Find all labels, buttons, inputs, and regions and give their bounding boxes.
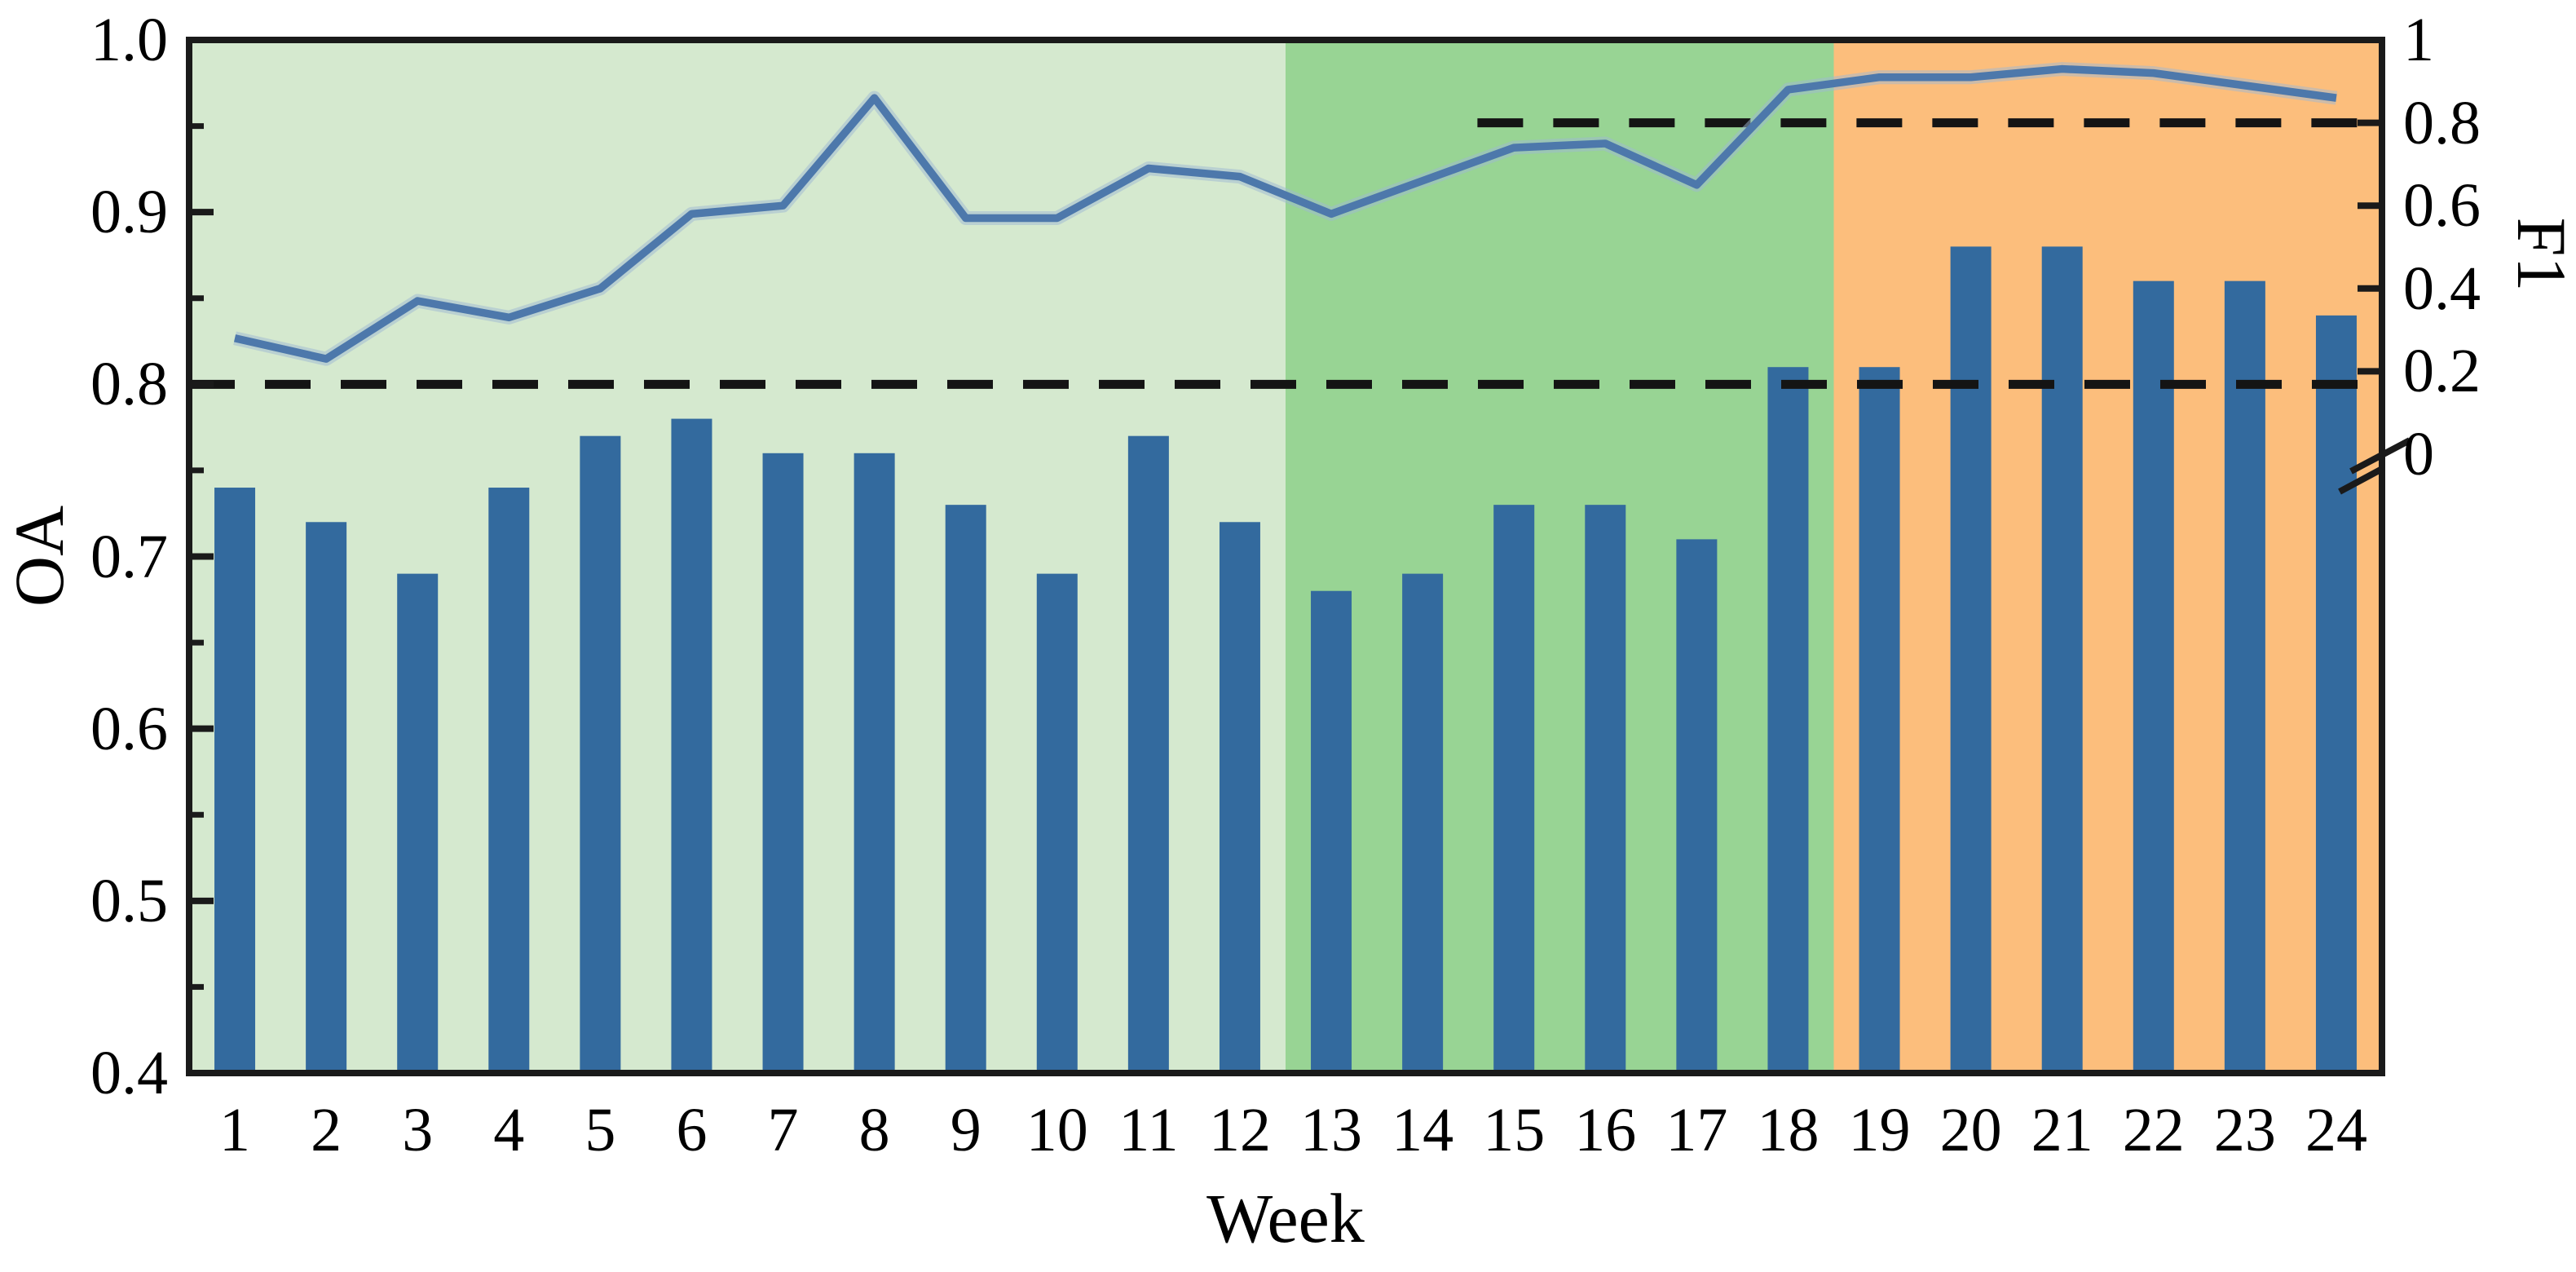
bar-week-18 — [1767, 367, 1809, 1073]
x-axis-tick-label: 14 — [1392, 1096, 1454, 1164]
right-axis-tick-label: 1 — [2403, 6, 2434, 74]
bar-week-3 — [397, 573, 439, 1073]
bar-week-21 — [2041, 246, 2083, 1073]
bar-week-4 — [488, 488, 530, 1073]
left-axis-tick-label: 1.0 — [90, 6, 168, 74]
x-axis-title: Week — [1206, 1179, 1365, 1257]
bar-week-12 — [1219, 522, 1260, 1073]
x-axis-tick-label: 21 — [2031, 1096, 2093, 1164]
bar-week-14 — [1402, 573, 1444, 1073]
bar-week-16 — [1585, 505, 1626, 1073]
right-axis-title: F1 — [2503, 217, 2576, 292]
right-axis-tick-label: 0.6 — [2403, 171, 2481, 241]
axis-break-icon — [2338, 465, 2385, 495]
x-axis-tick-label: 22 — [2122, 1096, 2185, 1164]
x-axis-tick-label: 3 — [402, 1096, 434, 1164]
x-axis-tick-label: 18 — [1757, 1096, 1820, 1164]
bar-week-23 — [2224, 280, 2265, 1074]
bar-week-11 — [1127, 435, 1169, 1073]
x-axis-tick-label: 17 — [1665, 1096, 1728, 1164]
bar-week-7 — [762, 453, 804, 1073]
x-axis-tick-label: 10 — [1026, 1096, 1088, 1164]
x-axis-tick-label: 19 — [1848, 1096, 1911, 1164]
bar-week-1 — [214, 488, 256, 1073]
bar-week-20 — [1950, 246, 1992, 1073]
left-axis-tick-label: 0.6 — [90, 694, 168, 763]
bar-week-17 — [1676, 539, 1718, 1073]
x-axis-tick-label: 4 — [493, 1096, 525, 1164]
x-axis-tick-label: 24 — [2305, 1096, 2367, 1164]
bar-week-8 — [854, 453, 895, 1073]
bar-week-24 — [2315, 315, 2357, 1073]
left-axis-tick-label: 0.5 — [90, 866, 168, 935]
right-axis-tick-label: 0 — [2403, 420, 2434, 488]
left-axis-tick-label: 0.9 — [90, 178, 168, 247]
bar-week-22 — [2133, 280, 2174, 1074]
bar-week-5 — [580, 435, 621, 1073]
x-axis-tick-label: 16 — [1574, 1096, 1637, 1164]
bar-week-6 — [671, 418, 712, 1073]
x-axis-tick-label: 15 — [1483, 1096, 1546, 1164]
x-axis-tick-label: 6 — [676, 1096, 708, 1164]
right-axis-tick-label: 0.2 — [2403, 337, 2481, 406]
left-axis-tick-label: 0.8 — [90, 350, 168, 419]
bg-region-2 — [1286, 40, 1834, 1073]
bg-region-3 — [1833, 40, 2382, 1073]
left-axis-tick-label: 0.4 — [90, 1039, 168, 1107]
x-axis-tick-label: 8 — [858, 1096, 890, 1164]
right-axis-tick-label: 0.4 — [2403, 254, 2481, 323]
x-axis-tick-label: 23 — [2213, 1096, 2276, 1164]
x-axis-tick-label: 13 — [1300, 1096, 1363, 1164]
left-axis-tick-label: 0.7 — [90, 522, 168, 591]
bar-week-9 — [945, 505, 986, 1073]
left-axis-title: OA — [0, 505, 78, 607]
x-axis-tick-label: 12 — [1208, 1096, 1271, 1164]
bar-week-15 — [1493, 505, 1535, 1073]
bar-week-13 — [1311, 590, 1352, 1073]
f1-line — [233, 64, 2337, 363]
right-axis-tick-label: 0.8 — [2403, 88, 2481, 157]
bar-week-10 — [1036, 573, 1078, 1073]
x-axis-tick-label: 20 — [1939, 1096, 2002, 1164]
axis-break-icon — [2349, 437, 2411, 475]
x-axis-tick-label: 7 — [767, 1096, 799, 1164]
x-axis-tick-label: 2 — [311, 1096, 342, 1164]
x-axis-tick-label: 11 — [1118, 1096, 1179, 1164]
bg-region-1 — [189, 40, 1286, 1073]
x-axis-tick-label: 9 — [950, 1096, 981, 1164]
x-axis-tick-label: 5 — [584, 1096, 616, 1164]
bar-week-19 — [1859, 367, 1900, 1073]
bar-week-2 — [306, 522, 347, 1073]
x-axis-tick-label: 1 — [219, 1096, 251, 1164]
